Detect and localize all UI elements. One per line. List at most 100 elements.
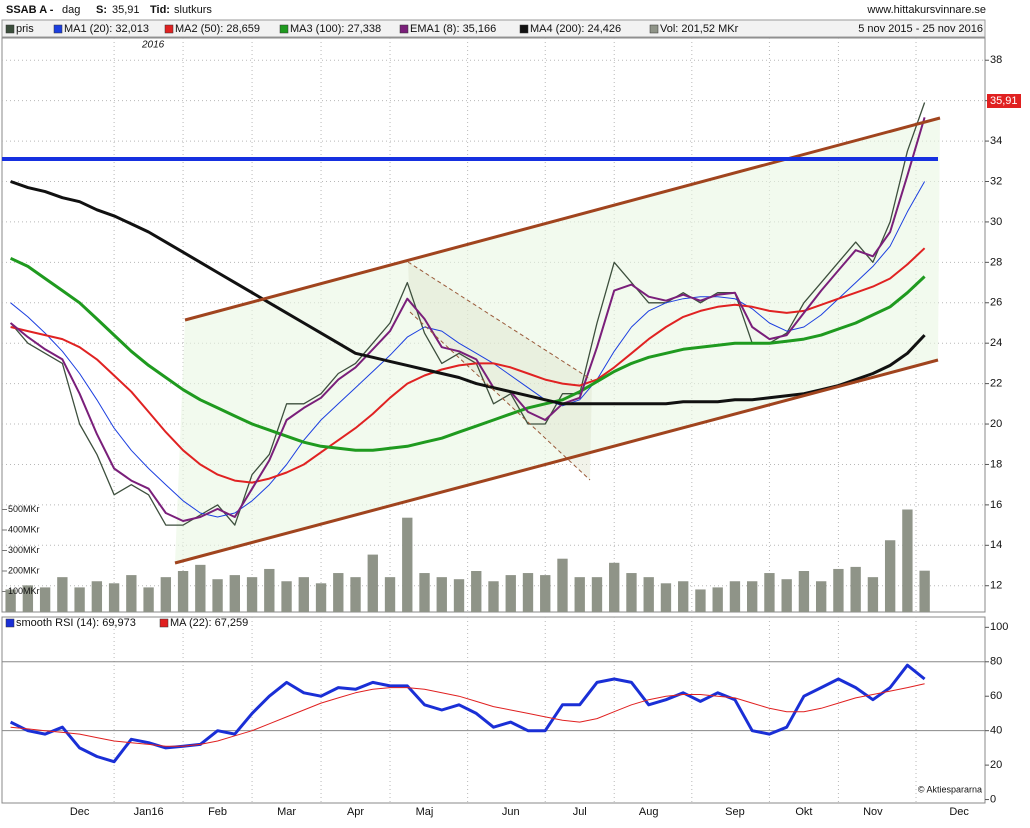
volume-bar bbox=[522, 573, 534, 612]
volume-bar bbox=[5, 589, 16, 612]
volume-bar bbox=[764, 573, 775, 612]
volume-tick-label: 400MKr bbox=[8, 524, 40, 534]
volume-tick-label: 200MKr bbox=[8, 565, 40, 575]
volume-bar bbox=[815, 581, 827, 612]
legend-label: MA4 (200): 24,426 bbox=[530, 23, 621, 35]
volume-bar bbox=[747, 581, 758, 612]
tid-value: slutkurs bbox=[174, 4, 212, 16]
y-tick-label: 20 bbox=[990, 759, 1002, 771]
x-tick-label: Okt bbox=[795, 806, 812, 818]
down-channel-top bbox=[407, 261, 593, 381]
x-tick-label: Mar bbox=[277, 806, 296, 818]
y-tick-label: 34 bbox=[990, 135, 1002, 147]
volume-bar bbox=[574, 577, 585, 612]
volume-bar bbox=[126, 575, 137, 612]
volume-bar bbox=[488, 581, 499, 612]
volume-bar bbox=[91, 581, 103, 612]
volume-bar bbox=[402, 517, 413, 612]
legend-swatch bbox=[53, 24, 63, 34]
volume-bar bbox=[540, 575, 551, 612]
legend-label: MA2 (50): 28,659 bbox=[175, 23, 260, 35]
volume-bar bbox=[591, 577, 603, 612]
legend-swatch bbox=[159, 618, 169, 628]
y-tick-label: 40 bbox=[990, 725, 1002, 737]
volume-tick-label: 500MKr bbox=[8, 504, 40, 514]
volume-bar bbox=[867, 577, 879, 612]
volume-bar bbox=[264, 568, 275, 612]
volume-bar bbox=[453, 579, 465, 612]
series-line bbox=[10, 683, 925, 747]
series-line bbox=[9, 256, 926, 452]
legend-swatch bbox=[164, 24, 174, 34]
volume-bar bbox=[419, 573, 430, 612]
y-tick-label: 28 bbox=[990, 256, 1002, 268]
volume-bar bbox=[626, 573, 637, 612]
series-line bbox=[9, 117, 926, 522]
x-tick-label: Maj bbox=[416, 806, 434, 818]
volume-bar bbox=[108, 583, 120, 612]
legend-swatch bbox=[399, 24, 409, 34]
y-tick-label: 24 bbox=[990, 337, 1002, 349]
legend-swatch bbox=[279, 24, 289, 34]
legend-label: MA (22): 67,259 bbox=[170, 617, 248, 629]
legend-label: smooth RSI (14): 69,973 bbox=[16, 617, 136, 629]
legend-swatch bbox=[649, 24, 659, 34]
x-tick-label: Aug bbox=[639, 806, 659, 818]
y-tick-label: 26 bbox=[990, 297, 1002, 309]
down-channel-bottom bbox=[409, 311, 591, 481]
x-tick-label: Feb bbox=[208, 806, 227, 818]
down-channel bbox=[408, 262, 592, 480]
y-tick-label: 16 bbox=[990, 499, 1002, 511]
legend-label: MA1 (20): 32,013 bbox=[64, 23, 149, 35]
volume-bar bbox=[74, 587, 85, 612]
volume-bar bbox=[781, 579, 792, 612]
legend-label: pris bbox=[16, 23, 34, 35]
volume-bar bbox=[902, 509, 913, 612]
volume-bar bbox=[557, 558, 568, 612]
volume-bar bbox=[57, 577, 68, 612]
s-label: S: bbox=[96, 4, 107, 16]
volume-bar bbox=[471, 571, 482, 612]
trend-lower bbox=[174, 358, 939, 565]
y-tick-label: 38 bbox=[990, 54, 1002, 66]
y-tick-label: 0 bbox=[990, 793, 996, 805]
volume-bar bbox=[298, 577, 309, 612]
volume-bar bbox=[315, 583, 327, 612]
y-tick-label: 100 bbox=[990, 621, 1008, 633]
series-line bbox=[10, 247, 926, 484]
x-tick-label: Apr bbox=[347, 806, 364, 818]
year-mark: 2016 bbox=[141, 40, 165, 51]
volume-bar bbox=[22, 585, 34, 612]
x-tick-label: Sep bbox=[725, 806, 745, 818]
site: www.hittakursvinnare.se bbox=[866, 4, 986, 16]
x-tick-label: Jun bbox=[502, 806, 520, 818]
volume-bar bbox=[281, 581, 292, 612]
volume-bar bbox=[436, 577, 447, 612]
volume-bar bbox=[660, 583, 672, 612]
legend-swatch bbox=[5, 618, 15, 628]
volume-bar bbox=[177, 571, 189, 612]
volume-bar bbox=[712, 587, 723, 612]
series-line bbox=[10, 180, 926, 406]
y-tick-label: 22 bbox=[990, 378, 1002, 390]
volume-bar bbox=[195, 564, 206, 612]
series-line bbox=[10, 181, 926, 518]
volume-bar bbox=[729, 581, 741, 612]
y-tick-label: 30 bbox=[990, 216, 1002, 228]
y-tick-label: 80 bbox=[990, 656, 1002, 668]
legend-swatch bbox=[519, 24, 529, 34]
volume-bar bbox=[350, 577, 361, 612]
volume-bar bbox=[384, 577, 396, 612]
volume-bar bbox=[695, 589, 706, 612]
price-tag-box bbox=[987, 94, 1021, 108]
volume-bar bbox=[919, 570, 930, 612]
tid-label: Tid: bbox=[150, 4, 170, 16]
price-tag: 35,91 bbox=[990, 95, 1018, 107]
y-tick-label: 20 bbox=[990, 418, 1002, 430]
y-tick-label: 60 bbox=[990, 690, 1002, 702]
volume-tick-label: 100MKr bbox=[8, 586, 40, 596]
legend-label: Vol: 201,52 MKr bbox=[660, 23, 739, 35]
legend-label: EMA1 (8): 35,166 bbox=[410, 23, 496, 35]
volume-bar bbox=[798, 571, 810, 612]
